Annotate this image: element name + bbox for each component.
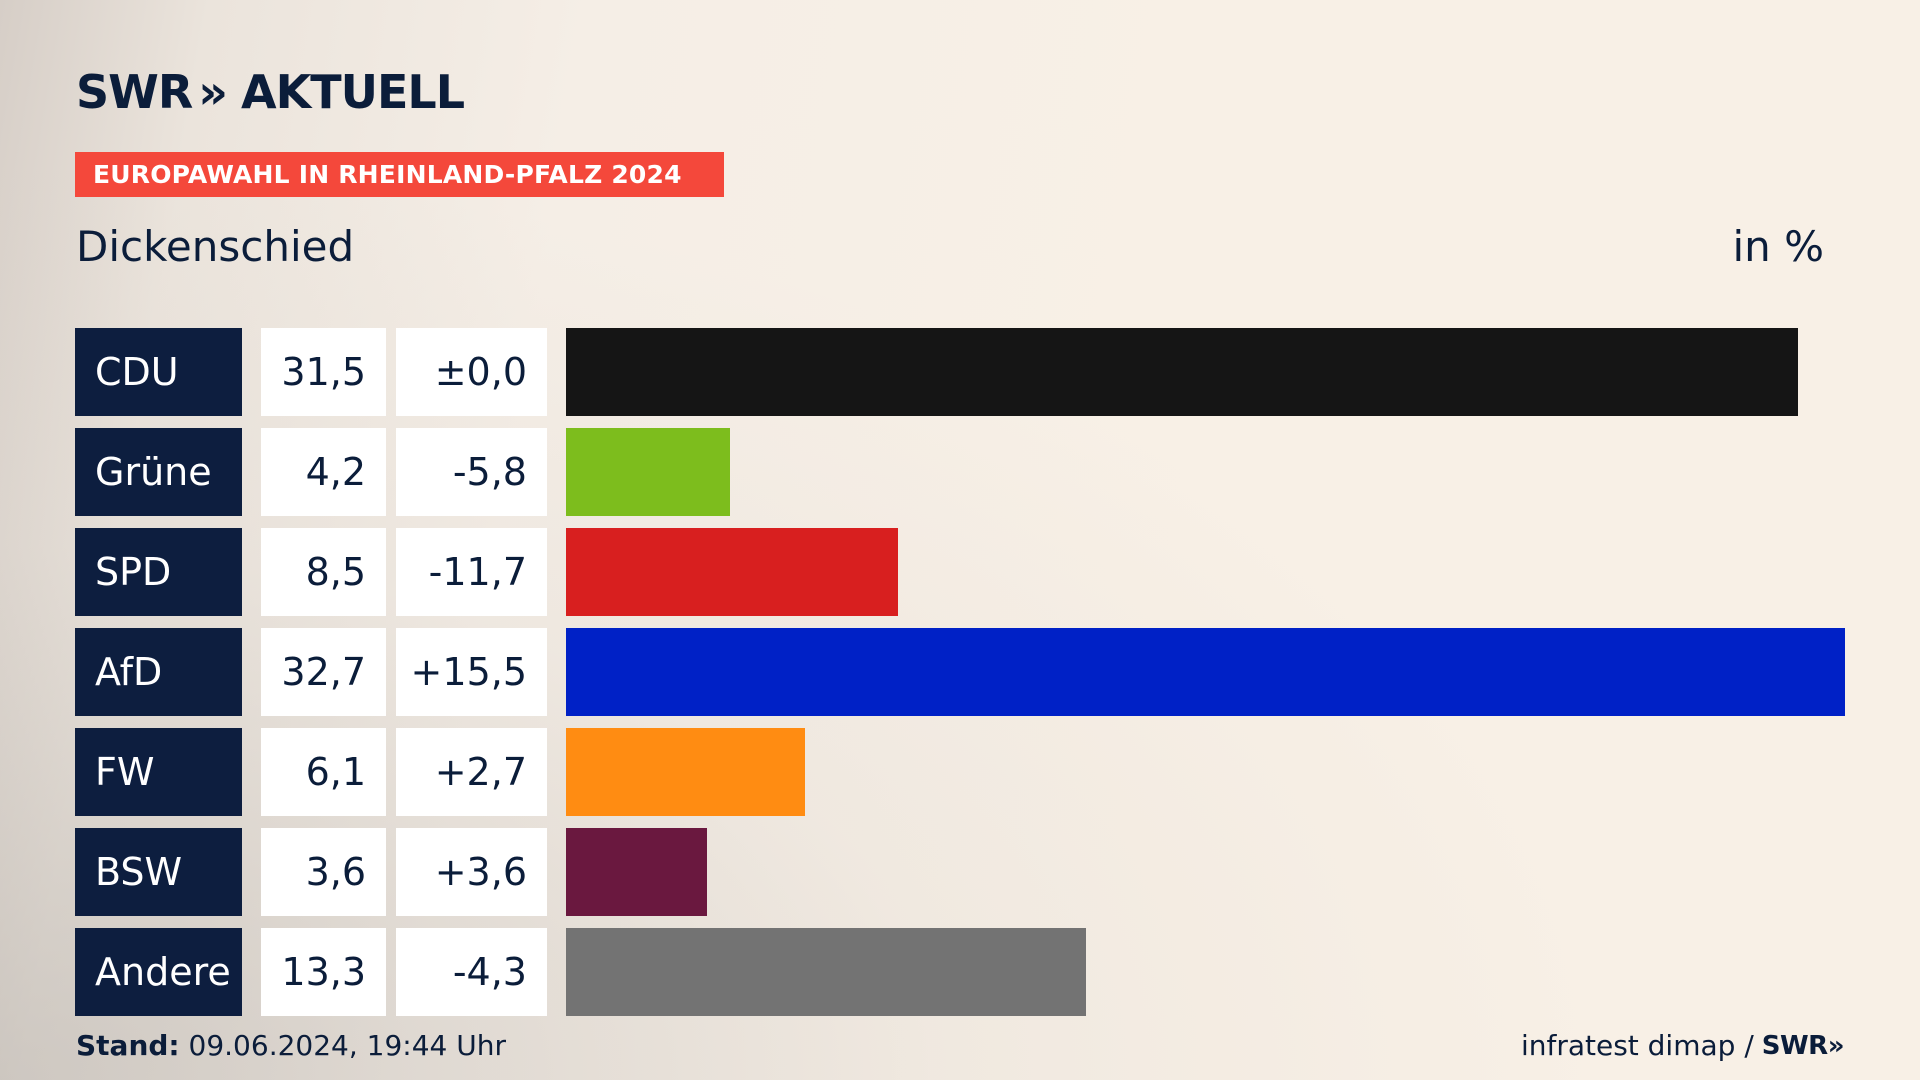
party-label: SPD [75, 528, 242, 616]
election-badge: EUROPAWAHL IN RHEINLAND-PFALZ 2024 [75, 152, 724, 197]
logo-aktuell: AKTUELL [241, 65, 465, 119]
vote-share-label: 6,1 [261, 728, 386, 816]
result-row: BSW 3,6 +3,6 [75, 828, 1875, 916]
change-label: ±0,0 [396, 328, 547, 416]
result-bar [566, 428, 730, 516]
vote-share-label: 8,5 [261, 528, 386, 616]
vote-share-label: 13,3 [261, 928, 386, 1016]
source-text: infratest dimap / [1520, 1029, 1754, 1062]
vote-share-label: 3,6 [261, 828, 386, 916]
party-label: AfD [75, 628, 242, 716]
stand-label: Stand: [76, 1029, 180, 1062]
vote-share-label: 4,2 [261, 428, 386, 516]
swr-aktuell-logo: SWR » AKTUELL [76, 65, 465, 119]
result-row: Andere 13,3 -4,3 [75, 928, 1875, 1016]
result-bar [566, 328, 1798, 416]
result-row: AfD 32,7 +15,5 [75, 628, 1875, 716]
region-title: Dickenschied [76, 222, 355, 271]
unit-label: in % [1732, 222, 1824, 271]
result-bar [566, 628, 1845, 716]
vote-share-label: 31,5 [261, 328, 386, 416]
timestamp: Stand: 09.06.2024, 19:44 Uhr [76, 1029, 506, 1062]
party-label: CDU [75, 328, 242, 416]
result-row: CDU 31,5 ±0,0 [75, 328, 1875, 416]
party-label: Grüne [75, 428, 242, 516]
party-label: BSW [75, 828, 242, 916]
result-row: Grüne 4,2 -5,8 [75, 428, 1875, 516]
logo-chevron-icon: » [198, 65, 228, 119]
source-credit: infratest dimap / SWR» [1520, 1029, 1845, 1062]
change-label: -11,7 [396, 528, 547, 616]
party-label: FW [75, 728, 242, 816]
result-row: FW 6,1 +2,7 [75, 728, 1875, 816]
change-label: -4,3 [396, 928, 547, 1016]
result-bar [566, 728, 805, 816]
result-bar [566, 528, 898, 616]
result-bar [566, 828, 707, 916]
vote-share-label: 32,7 [261, 628, 386, 716]
swr-small-logo: SWR» [1761, 1030, 1845, 1061]
change-label: -5,8 [396, 428, 547, 516]
result-row: SPD 8,5 -11,7 [75, 528, 1875, 616]
stand-value: 09.06.2024, 19:44 Uhr [188, 1029, 506, 1062]
party-label: Andere [75, 928, 242, 1016]
result-bar [566, 928, 1086, 1016]
change-label: +15,5 [396, 628, 547, 716]
change-label: +3,6 [396, 828, 547, 916]
change-label: +2,7 [396, 728, 547, 816]
logo-swr: SWR [76, 65, 193, 119]
